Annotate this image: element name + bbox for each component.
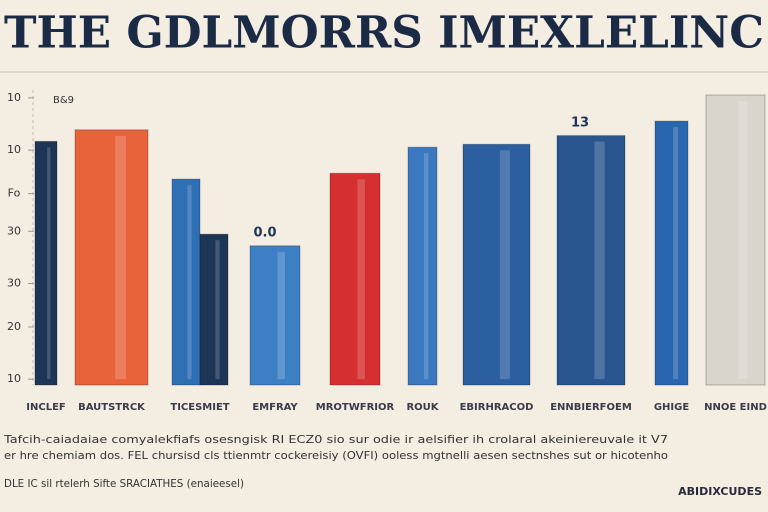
- y-tick-label: 10: [7, 143, 21, 156]
- x-tick-label: MROTWFRIOR: [316, 402, 395, 413]
- source: ABIDIXCUDES: [678, 485, 762, 498]
- y-tick-label: 20: [7, 320, 21, 333]
- bar-shine: [738, 101, 748, 379]
- bar-shine: [47, 147, 51, 379]
- bar: [34, 140, 58, 386]
- y-axis-label: B&9: [53, 95, 74, 106]
- bar-shine: [215, 240, 220, 379]
- chart-title: THE GDLMORRS IMEXLELINC: [4, 8, 764, 59]
- bar: [705, 94, 766, 386]
- bar: [249, 245, 301, 386]
- bar-shine: [357, 179, 365, 379]
- note: DLE IC sil rtelerh Sifte SRACIATHES (ena…: [4, 478, 244, 490]
- bar-shine: [277, 251, 285, 379]
- x-tick-label: INCLEF: [26, 402, 65, 413]
- x-tick-label: ROUK: [406, 402, 439, 413]
- bar-shine: [423, 153, 429, 379]
- x-tick-label: NNOE EIND: [704, 402, 767, 413]
- bar-shine: [594, 141, 605, 379]
- x-tick-label: EMFRAY: [252, 402, 298, 413]
- bar-shine: [673, 127, 679, 379]
- y-tick-label: 10: [7, 372, 21, 385]
- bar: [171, 178, 201, 386]
- bar: [74, 129, 149, 386]
- bar: [199, 233, 229, 386]
- annotation: 0.0: [253, 226, 276, 241]
- x-tick-label: TICESMIET: [170, 402, 229, 413]
- bar: [407, 146, 438, 386]
- bar-shine: [187, 185, 192, 379]
- bar: [556, 135, 626, 386]
- y-tick-label: 30: [7, 277, 21, 290]
- y-tick-label: 30: [7, 224, 21, 237]
- bar: [654, 120, 689, 386]
- note: er hre chemiam dos. FEL chursisd cls tti…: [4, 450, 668, 462]
- bar-shine: [499, 150, 510, 379]
- note: Tafcih-caiadaiae comyalekfiafs osesngisk…: [3, 434, 668, 446]
- x-tick-label: GHIGE: [654, 402, 690, 413]
- bar: [329, 172, 381, 386]
- x-tick-label: ENNBIERFOEM: [550, 402, 632, 413]
- y-tick-label: 10: [7, 91, 21, 104]
- annotation: 13: [571, 116, 589, 131]
- bar-shine: [115, 135, 127, 379]
- x-tick-label: EBIRHRACOD: [460, 402, 534, 413]
- bar: [462, 143, 531, 386]
- y-tick-label: Fo: [8, 187, 21, 200]
- x-tick-label: BAUTSTRCK: [78, 402, 146, 413]
